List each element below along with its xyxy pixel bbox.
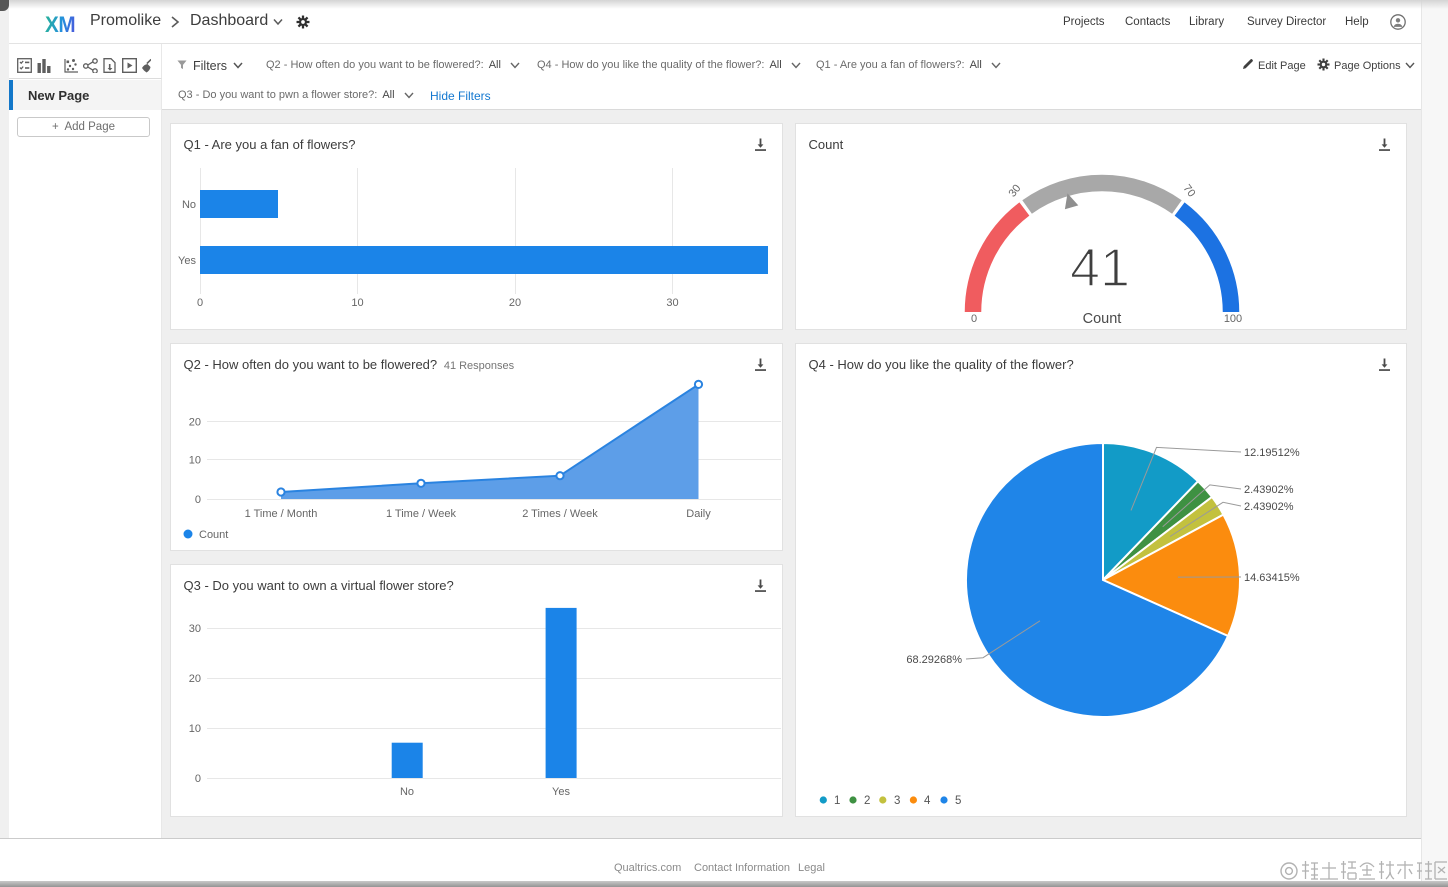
svg-text:2.43902%: 2.43902% [1244, 501, 1294, 513]
svg-text:10: 10 [189, 455, 201, 467]
svg-text:0: 0 [195, 773, 201, 785]
svg-text:Yes: Yes [178, 255, 196, 267]
svg-text:68.29268%: 68.29268% [906, 654, 962, 666]
svg-text:20: 20 [189, 673, 201, 685]
svg-text:1 Time / Month: 1 Time / Month [245, 508, 318, 520]
svg-text:1 Time / Week: 1 Time / Week [386, 508, 457, 520]
svg-text:12.19512%: 12.19512% [1244, 447, 1300, 459]
svg-text:0: 0 [197, 297, 203, 309]
svg-text:30: 30 [666, 297, 678, 309]
svg-text:2: 2 [864, 795, 870, 807]
svg-text:100: 100 [1224, 313, 1242, 325]
svg-text:20: 20 [509, 297, 521, 309]
svg-text:Count: Count [199, 529, 228, 541]
svg-text:No: No [400, 786, 414, 798]
svg-text:2.43902%: 2.43902% [1244, 484, 1294, 496]
svg-text:14.63415%: 14.63415% [1244, 572, 1300, 584]
svg-text:Yes: Yes [552, 786, 570, 798]
svg-text:2 Times / Week: 2 Times / Week [522, 508, 598, 520]
svg-text:41: 41 [1070, 238, 1130, 298]
svg-text:0: 0 [195, 494, 201, 506]
svg-text:4: 4 [924, 795, 931, 807]
svg-text:3: 3 [894, 795, 900, 807]
svg-text:30: 30 [1007, 182, 1024, 199]
svg-text:1: 1 [834, 795, 840, 807]
svg-text:5: 5 [955, 795, 961, 807]
svg-text:10: 10 [189, 723, 201, 735]
svg-text:70: 70 [1181, 182, 1198, 199]
svg-text:10: 10 [351, 297, 363, 309]
svg-text:0: 0 [971, 313, 977, 325]
svg-text:Count: Count [1083, 311, 1122, 327]
svg-text:Daily: Daily [686, 508, 711, 520]
svg-text:No: No [182, 199, 196, 211]
svg-text:30: 30 [189, 623, 201, 635]
svg-text:20: 20 [189, 417, 201, 429]
